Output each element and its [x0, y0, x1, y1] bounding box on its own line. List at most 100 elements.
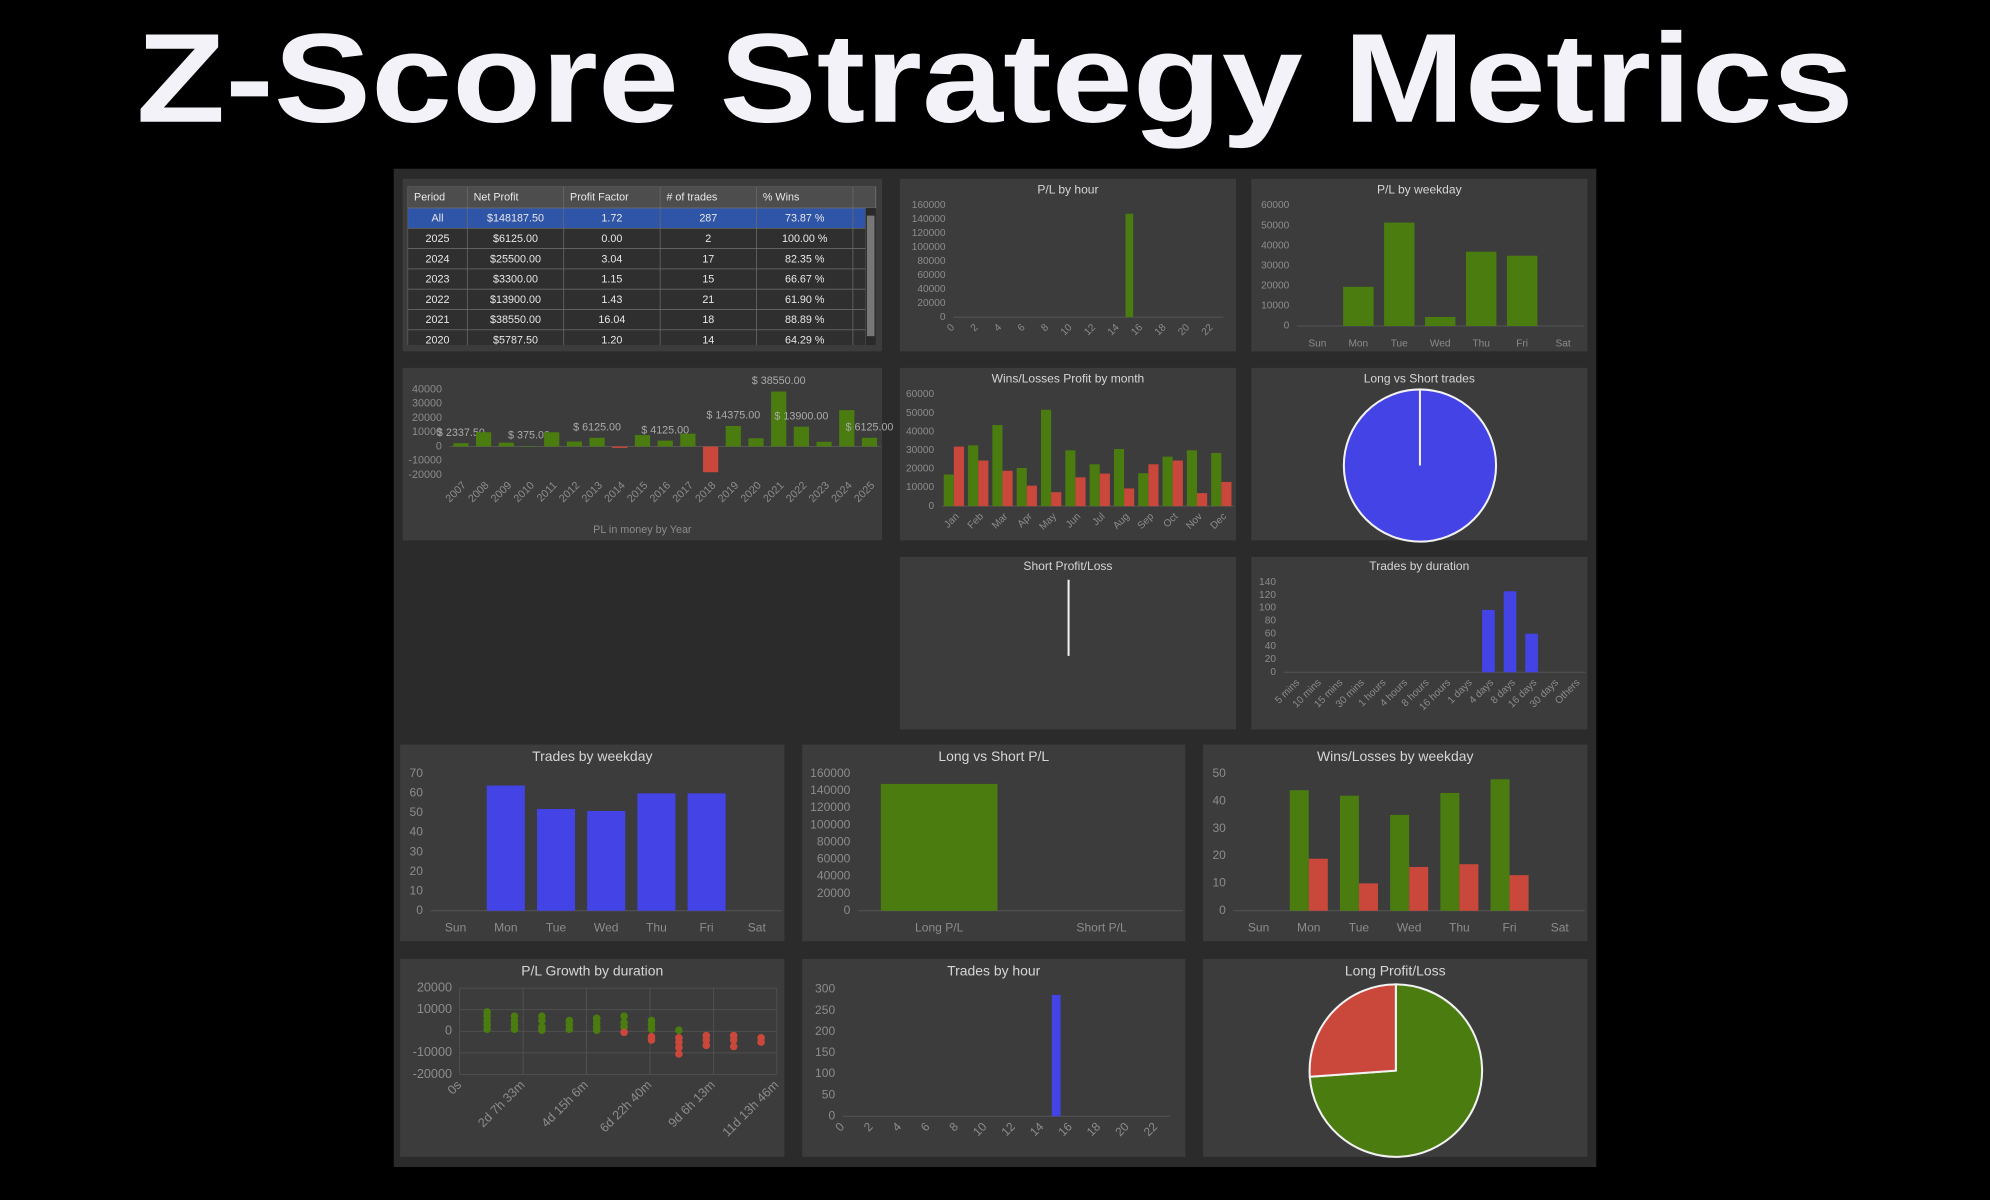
bar — [702, 446, 719, 473]
bar — [1099, 473, 1110, 507]
table-cell: 1.43 — [601, 294, 622, 306]
y-tick-label: 140 — [1259, 577, 1276, 588]
point — [729, 1042, 738, 1051]
bar — [771, 391, 787, 447]
y-tick-label: 10000 — [417, 1002, 452, 1016]
bar — [589, 437, 605, 447]
table-cell: 2023 — [426, 274, 450, 286]
data-label: $ 14375.00 — [706, 410, 760, 422]
y-tick-label: 40 — [1265, 641, 1277, 652]
point — [510, 1025, 519, 1033]
y-tick-label: 30000 — [412, 398, 442, 410]
y-tick-label: -20000 — [413, 1067, 452, 1081]
table-cell: 14 — [702, 334, 714, 346]
x-tick-label: Wed — [594, 921, 619, 935]
bar — [861, 437, 878, 447]
y-tick-label: 10000 — [1261, 301, 1290, 312]
bar — [1390, 814, 1410, 911]
table-cell: 2021 — [426, 314, 450, 326]
y-tick-label: 80 — [1265, 616, 1277, 627]
y-tick-label: 50000 — [906, 408, 935, 419]
y-tick-label: 100000 — [810, 817, 850, 831]
y-tick-label: 50 — [1212, 766, 1226, 780]
y-tick-label: 60000 — [817, 852, 851, 866]
bar — [1339, 795, 1359, 911]
point — [675, 1038, 683, 1046]
x-tick-label: Thu — [1449, 921, 1470, 935]
table-cell: 287 — [699, 213, 717, 225]
y-tick-label: 30 — [1212, 821, 1226, 835]
bar — [1308, 858, 1328, 911]
x-tick-label: Fri — [700, 921, 714, 935]
bar — [1089, 464, 1100, 507]
point — [729, 1036, 738, 1044]
y-tick-label: 20 — [410, 864, 424, 878]
bar — [1221, 481, 1232, 507]
bar — [612, 446, 628, 448]
bar — [634, 435, 651, 447]
bar — [793, 426, 809, 447]
bar — [1051, 994, 1061, 1117]
point — [702, 1036, 711, 1044]
bar — [657, 440, 673, 447]
point — [757, 1038, 765, 1046]
table-cell: $3300.00 — [493, 274, 538, 286]
table-cell: 15 — [702, 274, 714, 286]
chart-title: Short Profit/Loss — [1023, 559, 1112, 573]
table-cell: 2022 — [426, 294, 450, 306]
y-tick-label: 20000 — [817, 886, 851, 900]
x-tick-label: Long P/L — [915, 921, 964, 935]
point — [647, 1036, 656, 1044]
bar — [1065, 450, 1076, 507]
table-cell: 66.67 % — [785, 274, 825, 286]
bar — [1482, 609, 1495, 673]
y-tick-label: 60 — [410, 786, 424, 800]
table-cell: 21 — [702, 294, 714, 306]
point — [620, 1028, 628, 1037]
chart-title: P/L Growth by duration — [521, 962, 663, 978]
x-tick-label: Sat — [1556, 338, 1571, 349]
table-cell: $5787.50 — [493, 334, 538, 346]
chart-title: Trades by weekday — [532, 748, 652, 764]
x-tick-label: Mon — [1348, 338, 1368, 349]
data-label: $ 375.00 — [508, 430, 550, 442]
x-tick-label: Fri — [1503, 921, 1517, 935]
bar — [486, 785, 525, 911]
point — [647, 1025, 656, 1033]
bar — [1289, 790, 1309, 911]
bar — [1172, 460, 1183, 507]
bar — [1040, 409, 1052, 507]
y-tick-label: 160000 — [912, 200, 946, 211]
data-label: $ 38550.00 — [752, 375, 806, 387]
y-tick-label: 0 — [828, 1108, 835, 1122]
point — [565, 1025, 574, 1033]
bar — [1490, 779, 1510, 911]
scrollbar-thumb[interactable] — [866, 215, 875, 337]
bar — [1162, 456, 1173, 507]
bar — [992, 425, 1003, 507]
column-header: Net Profit — [474, 192, 519, 204]
table-cell: $6125.00 — [493, 233, 538, 245]
chart-panel — [400, 958, 785, 1157]
point — [675, 1043, 683, 1052]
data-label: $ 4125.00 — [641, 424, 689, 436]
column-header: Period — [414, 192, 445, 204]
axis-title: PL in money by Year — [593, 524, 692, 536]
column-header: Profit Factor — [570, 192, 629, 204]
table-cell: 16.04 — [598, 314, 625, 326]
bar — [1051, 492, 1062, 507]
y-tick-label: 70 — [410, 766, 424, 780]
bar — [1138, 473, 1149, 507]
bar — [1459, 864, 1479, 911]
x-tick-label: Mon — [1297, 921, 1320, 935]
column-header: # of trades — [666, 192, 717, 204]
chart-panel — [402, 367, 883, 541]
bar — [978, 460, 989, 507]
chart-title: Long vs Short P/L — [938, 748, 1049, 764]
chart-title: Wins/Losses by weekday — [1317, 748, 1474, 764]
bar — [748, 438, 764, 447]
x-tick-label: Thu — [646, 921, 667, 935]
bar — [637, 793, 676, 911]
table-cell: $25500.00 — [490, 253, 541, 265]
